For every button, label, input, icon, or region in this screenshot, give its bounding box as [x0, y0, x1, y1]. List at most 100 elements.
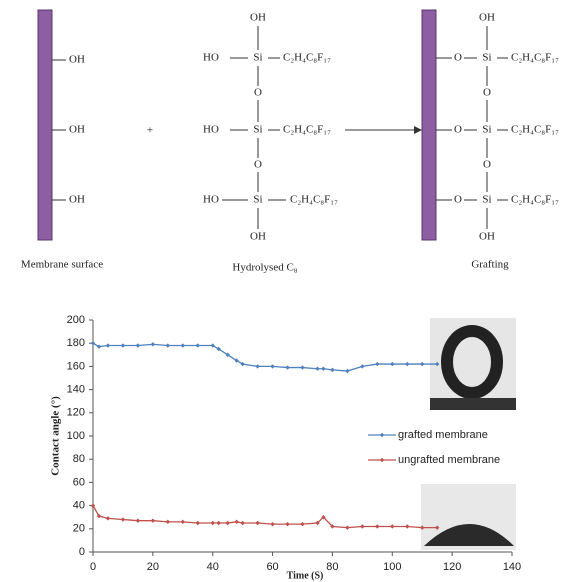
si: Si — [482, 52, 491, 64]
legend-marker — [379, 432, 385, 438]
chain: C₂H₄C₈F₁₇ — [283, 124, 331, 136]
marker — [120, 343, 126, 348]
marker — [225, 520, 230, 526]
graft-rows: O O O Si Si Si C₂H₄C₈F₁₇ C₂H₄C₈F₁₇ C₂H₄C… — [436, 52, 559, 206]
series-line — [92, 342, 438, 372]
marker — [90, 503, 96, 508]
marker — [434, 525, 440, 530]
ho: HO — [203, 194, 219, 206]
si: Si — [253, 194, 262, 206]
si: Si — [482, 124, 491, 136]
marker — [321, 515, 326, 520]
marker — [390, 361, 395, 367]
y-axis-title: Contact angle (°) — [50, 396, 62, 476]
marker — [96, 513, 102, 519]
x-tick-label: 120 — [443, 561, 461, 573]
oh: OH — [479, 12, 495, 24]
arrow-head — [414, 126, 422, 134]
x-tick-label: 60 — [266, 561, 278, 573]
marker — [210, 343, 215, 348]
y-tick-label: 180 — [67, 337, 85, 349]
oh: OH — [250, 231, 266, 243]
oh: OH — [69, 54, 85, 66]
o: O — [454, 124, 462, 136]
x-tick-label: 20 — [147, 561, 159, 573]
marker — [165, 519, 171, 525]
marker — [360, 364, 365, 369]
marker — [360, 524, 365, 529]
y-tick-label: 60 — [73, 476, 85, 488]
marker — [285, 521, 290, 527]
droplet — [441, 325, 503, 399]
membrane — [37, 9, 53, 241]
oh: OH — [479, 231, 495, 243]
marker — [225, 352, 230, 357]
marker — [96, 344, 102, 349]
marker — [315, 520, 320, 526]
x-axis-title: Time (S) — [287, 570, 324, 581]
inset-droplet-ungrafted — [421, 484, 516, 550]
marker — [405, 361, 410, 367]
marker — [195, 343, 200, 348]
o: O — [483, 87, 491, 99]
marker — [420, 361, 425, 367]
label: Grafting — [471, 259, 509, 271]
oh: OH — [250, 12, 266, 24]
marker — [345, 525, 350, 530]
si: Si — [482, 194, 491, 206]
marker — [330, 524, 335, 529]
marker — [255, 520, 260, 526]
marker — [285, 365, 290, 370]
y-tick-label: 80 — [73, 453, 85, 465]
chain: C₂H₄C₈F₁₇ — [511, 52, 559, 64]
marker — [434, 361, 440, 367]
marker — [216, 346, 221, 352]
inset-droplet-grafted — [430, 318, 516, 410]
x-tick-label: 0 — [90, 561, 96, 573]
o: O — [254, 87, 262, 99]
y-tick-label: 20 — [73, 523, 85, 535]
marker — [270, 521, 275, 527]
marker — [180, 519, 185, 525]
y-tick-label: 0 — [79, 546, 85, 558]
chain: C₂H₄C₈F₁₇ — [290, 194, 338, 206]
marker — [345, 368, 350, 374]
marker — [321, 366, 326, 371]
chart: Time (S) Contact angle (°) 0 20 40 60 80 100 1… — [50, 314, 522, 581]
chain: C₂H₄C₈F₁₇ — [511, 194, 559, 206]
marker — [234, 358, 239, 363]
marker — [150, 518, 156, 523]
y-tick-label: 120 — [67, 407, 85, 419]
marker — [300, 365, 305, 370]
legend-label: ungrafted membrane — [398, 454, 500, 466]
marker — [216, 520, 221, 526]
marker — [195, 520, 200, 526]
marker — [210, 520, 215, 526]
y-tick-label: 200 — [67, 314, 85, 326]
marker — [270, 364, 275, 369]
marker — [375, 361, 380, 367]
membrane — [421, 9, 437, 241]
marker — [165, 343, 171, 348]
o: O — [454, 52, 462, 64]
y-tick-label: 140 — [67, 384, 85, 396]
chain: C₂H₄C₈F₁₇ — [283, 52, 331, 64]
x-tick-label: 140 — [503, 561, 521, 573]
droplet — [424, 524, 514, 546]
marker — [405, 524, 410, 529]
o: O — [454, 194, 462, 206]
plus: + — [147, 125, 153, 137]
series-line — [92, 505, 438, 529]
si: Si — [253, 52, 262, 64]
marker — [120, 517, 126, 522]
marker — [255, 364, 260, 369]
y-tick-label: 160 — [67, 360, 85, 372]
label: Hydrolysed C₈ — [232, 262, 297, 274]
marker — [150, 342, 156, 347]
ho: HO — [203, 124, 219, 136]
label: Membrane surface — [21, 259, 103, 271]
marker — [315, 366, 320, 371]
marker — [105, 516, 111, 521]
scheme: OH OH OH Membrane surface + OH O O OH HO… — [21, 9, 559, 274]
